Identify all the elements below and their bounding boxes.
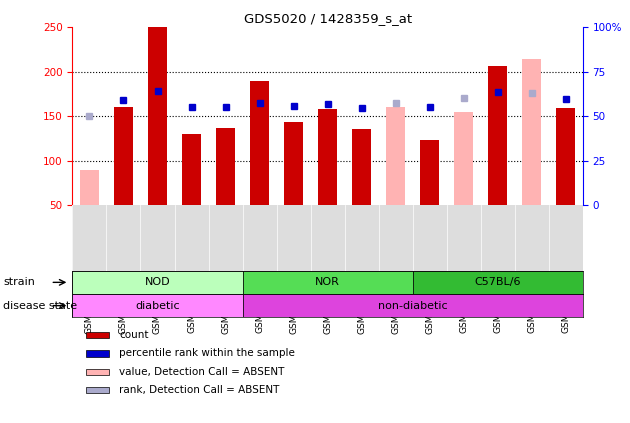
Text: C57BL/6: C57BL/6 [474,277,521,287]
Bar [114,107,133,205]
Text: percentile rank within the sample: percentile rank within the sample [120,349,295,358]
Bar [454,112,473,205]
Bar [413,271,583,294]
Text: disease state: disease state [3,301,77,310]
Text: value, Detection Call = ABSENT: value, Detection Call = ABSENT [120,367,285,377]
Bar [386,107,405,205]
Text: strain: strain [3,277,35,287]
Bar [556,108,575,205]
Bar [72,271,243,294]
Text: NOR: NOR [315,277,340,287]
Bar [250,81,269,205]
Bar [352,129,371,205]
Text: diabetic: diabetic [135,301,180,310]
Bar [522,58,541,205]
Bar [86,332,109,338]
Bar [216,128,235,205]
Bar [182,134,201,205]
Bar [284,122,303,205]
Bar [80,170,99,205]
Bar [243,271,413,294]
Bar [86,350,109,357]
Text: count: count [120,330,149,340]
Bar [86,369,109,375]
Bar [243,294,583,317]
Text: NOD: NOD [145,277,170,287]
Bar [420,140,439,205]
Bar [72,294,243,317]
Bar [318,109,337,205]
Text: non-diabetic: non-diabetic [378,301,447,310]
Title: GDS5020 / 1428359_s_at: GDS5020 / 1428359_s_at [244,12,411,25]
Bar [86,387,109,393]
Bar [488,66,507,205]
Text: rank, Detection Call = ABSENT: rank, Detection Call = ABSENT [120,385,280,395]
Bar [148,27,167,205]
